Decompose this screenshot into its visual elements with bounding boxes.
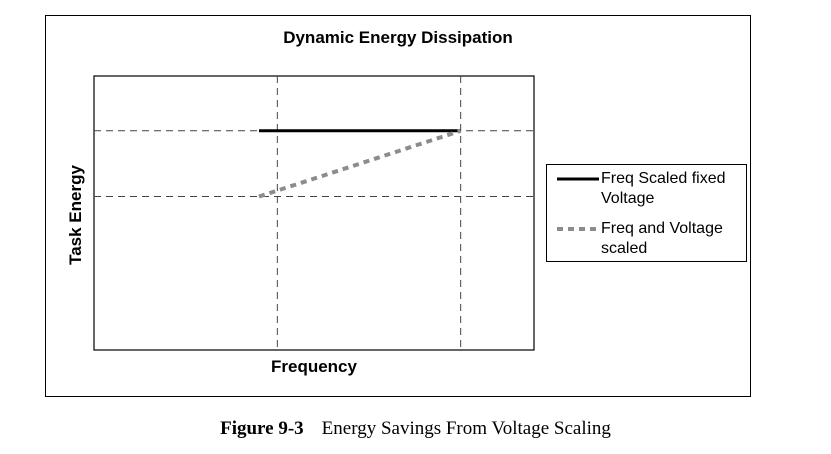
x-axis-label: Frequency: [271, 357, 357, 376]
plot-area: [93, 75, 535, 351]
legend-label-fixed-voltage: Freq Scaled fixed Voltage: [601, 170, 726, 207]
y-axis-label: Task Energy: [66, 165, 85, 265]
legend-label-voltage-scaled: Freq and Voltage scaled: [601, 220, 723, 257]
legend-swatches: [557, 177, 599, 231]
chart-legend: Freq Scaled fixed Voltage Freq and Volta…: [546, 164, 747, 262]
series-lines: [258, 128, 462, 199]
figure-caption-text: Energy Savings From Voltage Scaling: [321, 418, 611, 439]
figure-caption: Figure 9-3 Energy Savings From Voltage Sc…: [0, 418, 831, 440]
figure-frame: [45, 15, 751, 397]
figure-number: Figure 9-3: [220, 418, 304, 439]
chart-title: Dynamic Energy Dissipation: [283, 28, 513, 47]
grid-lines: [94, 76, 534, 350]
series-line-1: [258, 128, 462, 199]
